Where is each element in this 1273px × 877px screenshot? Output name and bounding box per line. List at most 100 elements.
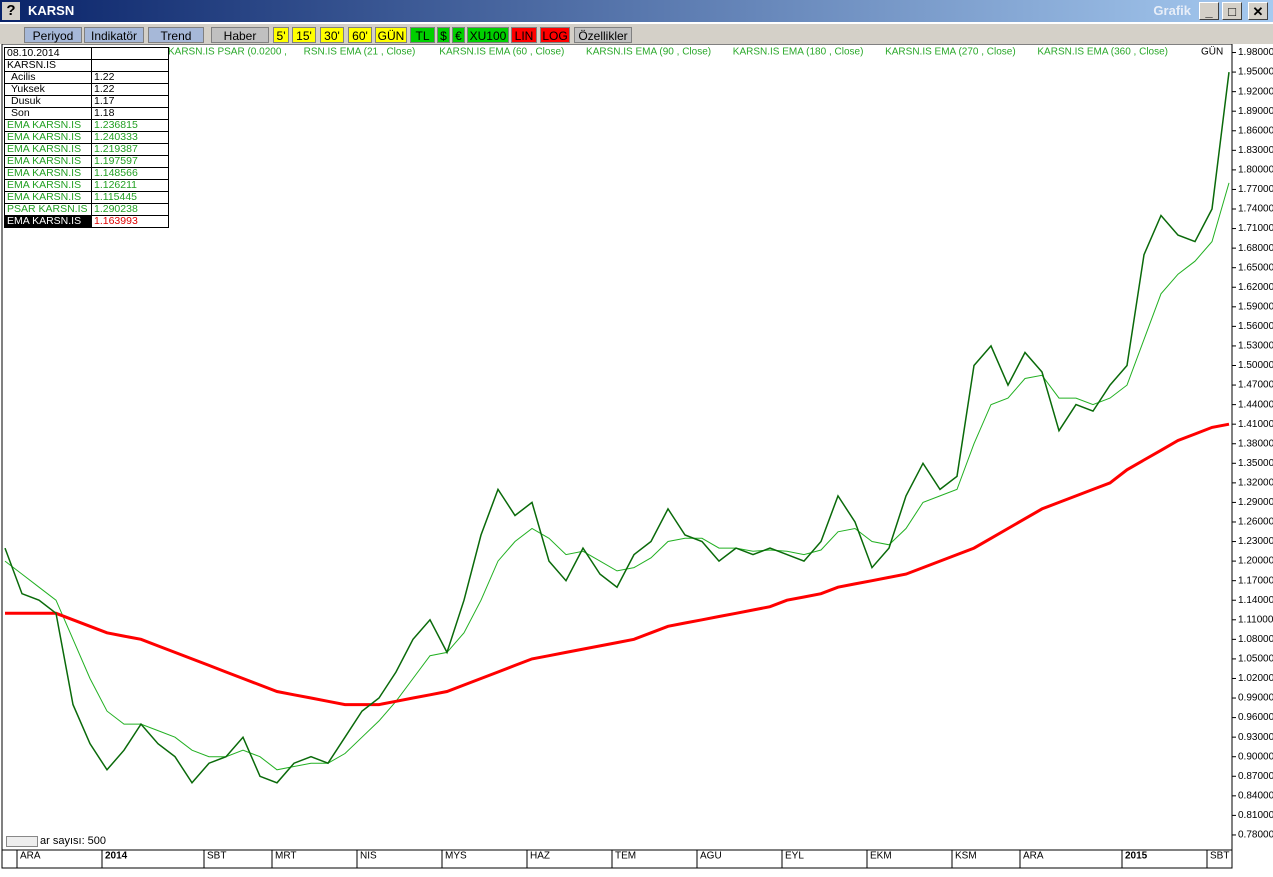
toolbar: Periyod Indikatör Trend Haber 5' 15' 30' 60' GÜN… bbox=[0, 24, 1273, 44]
y-tick-label: 1.41000 bbox=[1238, 419, 1273, 430]
y-tick-label: 0.93000 bbox=[1238, 732, 1273, 743]
toolbar-button[interactable]: Özellikler bbox=[574, 27, 632, 43]
y-tick-label: 0.99000 bbox=[1238, 693, 1273, 704]
minimize-button[interactable]: _ bbox=[1199, 2, 1219, 20]
y-tick-label: 1.29000 bbox=[1238, 497, 1273, 508]
close-button[interactable]: ✕ bbox=[1248, 2, 1268, 20]
y-tick-label: 1.89000 bbox=[1238, 106, 1273, 117]
info-key: EMA KARSN.IS bbox=[4, 155, 92, 168]
chart: 1.98000 1.95000 1.92000 1.89000 1.86000 1.830… bbox=[1, 44, 1273, 869]
info-row: EMA KARSN.IS 1.240333 bbox=[4, 131, 169, 144]
info-cell bbox=[91, 59, 169, 72]
legend-item: KARSN.IS EMA (360 , Close) bbox=[1037, 47, 1168, 58]
x-tick-label: 2015 bbox=[1125, 851, 1148, 862]
y-tick-label: 1.14000 bbox=[1238, 595, 1273, 606]
info-row: Dusuk 1.17 bbox=[4, 95, 169, 108]
y-tick-label: 1.74000 bbox=[1238, 204, 1273, 215]
y-tick-label: 0.87000 bbox=[1238, 771, 1273, 782]
window-title: KARSN bbox=[28, 3, 75, 18]
legend-item: KARSN.IS EMA (270 , Close) bbox=[885, 47, 1016, 58]
info-value: 1.197597 bbox=[91, 155, 169, 168]
info-value: 1.236815 bbox=[91, 119, 169, 132]
toolbar-button[interactable]: $ bbox=[437, 27, 450, 43]
series-line bbox=[4, 72, 1230, 785]
y-tick-label: 1.50000 bbox=[1238, 360, 1273, 371]
maximize-button[interactable]: □ bbox=[1222, 2, 1242, 20]
toolbar-button[interactable]: Periyod bbox=[24, 27, 82, 43]
toolbar-button[interactable]: GÜN bbox=[375, 27, 407, 43]
toolbar-button[interactable]: Indikatör bbox=[84, 27, 144, 43]
y-tick-label: 1.11000 bbox=[1238, 614, 1273, 625]
y-tick-label: 1.98000 bbox=[1238, 47, 1273, 58]
y-tick-label: 1.35000 bbox=[1238, 458, 1273, 469]
info-row: PSAR KARSN.IS 1.290238 bbox=[4, 203, 169, 216]
info-symbol: KARSN.IS bbox=[4, 59, 92, 72]
info-value: 1.219387 bbox=[91, 143, 169, 156]
x-tick-label: MYS bbox=[445, 851, 467, 862]
info-row: Son 1.18 bbox=[4, 107, 169, 120]
info-row: EMA KARSN.IS 1.126211 bbox=[4, 179, 169, 192]
toolbar-button[interactable]: 30' bbox=[320, 27, 344, 43]
toolbar-button[interactable]: 5' bbox=[273, 27, 289, 43]
info-value: 1.115445 bbox=[91, 191, 169, 204]
y-tick-label: 1.80000 bbox=[1238, 165, 1273, 176]
y-tick-label: 1.56000 bbox=[1238, 321, 1273, 332]
info-key: EMA KARSN.IS bbox=[4, 119, 92, 132]
bar-count: ar sayısı: 500 bbox=[6, 835, 106, 847]
y-tick-label: 1.71000 bbox=[1238, 223, 1273, 234]
legend-item: KARSN.IS EMA (180 , Close) bbox=[733, 47, 864, 58]
info-date: 08.10.2014 bbox=[4, 47, 92, 60]
info-row: EMA KARSN.IS 1.236815 bbox=[4, 119, 169, 132]
info-key: Acilis bbox=[4, 71, 92, 84]
info-value: 1.163993 bbox=[91, 215, 169, 228]
period-box bbox=[1198, 46, 1230, 58]
toolbar-button[interactable]: LIN bbox=[511, 27, 537, 43]
info-value: 1.290238 bbox=[91, 203, 169, 216]
y-tick-label: 1.26000 bbox=[1238, 517, 1273, 528]
bar-count-text: ar sayısı: 500 bbox=[40, 835, 107, 847]
toolbar-button[interactable]: 15' bbox=[292, 27, 316, 43]
x-tick-label: SBT bbox=[1210, 851, 1229, 862]
info-row: EMA KARSN.IS 1.115445 bbox=[4, 191, 169, 204]
info-row: EMA KARSN.IS 1.219387 bbox=[4, 143, 169, 156]
x-tick-label: MRT bbox=[275, 851, 296, 862]
x-axis bbox=[1, 849, 1233, 869]
x-tick-label: EKM bbox=[870, 851, 892, 862]
toolbar-button[interactable]: € bbox=[452, 27, 465, 43]
y-tick-label: 1.65000 bbox=[1238, 262, 1273, 273]
help-icon[interactable]: ? bbox=[2, 2, 20, 20]
x-tick-label: TEM bbox=[615, 851, 636, 862]
legend-item: RSN.IS EMA (21 , Close) bbox=[304, 47, 416, 58]
y-tick-label: 1.17000 bbox=[1238, 575, 1273, 586]
y-tick-label: 1.77000 bbox=[1238, 184, 1273, 195]
toolbar-button[interactable]: 60' bbox=[348, 27, 372, 43]
y-tick-label: 0.90000 bbox=[1238, 751, 1273, 762]
y-tick-label: 1.62000 bbox=[1238, 282, 1273, 293]
info-row: EMA KARSN.IS 1.163993 bbox=[4, 215, 169, 228]
info-row: 08.10.2014 bbox=[4, 47, 169, 60]
toolbar-button[interactable]: Trend bbox=[148, 27, 204, 43]
x-tick-label: NIS bbox=[360, 851, 377, 862]
info-key: EMA KARSN.IS bbox=[4, 143, 92, 156]
info-key: EMA KARSN.IS bbox=[4, 179, 92, 192]
toolbar-button[interactable]: XU100 bbox=[467, 27, 509, 43]
info-key: Yuksek bbox=[4, 83, 92, 96]
series-line bbox=[5, 422, 1230, 707]
info-key: EMA KARSN.IS bbox=[4, 131, 92, 144]
y-tick-label: 1.38000 bbox=[1238, 438, 1273, 449]
toolbar-button[interactable]: LOG bbox=[540, 27, 570, 43]
y-tick-label: 1.02000 bbox=[1238, 673, 1273, 684]
toolbar-button[interactable]: TL bbox=[410, 27, 435, 43]
x-tick-label: ARA bbox=[20, 851, 41, 862]
y-tick-label: 1.32000 bbox=[1238, 478, 1273, 489]
window-label: Grafik bbox=[1153, 3, 1191, 18]
title-bar: ? KARSN Grafik _ □ ✕ bbox=[0, 0, 1273, 22]
x-tick-label: ARA bbox=[1023, 851, 1044, 862]
y-tick-label: 1.95000 bbox=[1238, 67, 1273, 78]
y-tick-label: 1.05000 bbox=[1238, 654, 1273, 665]
info-value: 1.22 bbox=[91, 71, 169, 84]
y-tick-label: 1.83000 bbox=[1238, 145, 1273, 156]
x-tick-label: EYL bbox=[785, 851, 804, 862]
info-row: EMA KARSN.IS 1.148566 bbox=[4, 167, 169, 180]
toolbar-button[interactable]: Haber bbox=[211, 27, 269, 43]
